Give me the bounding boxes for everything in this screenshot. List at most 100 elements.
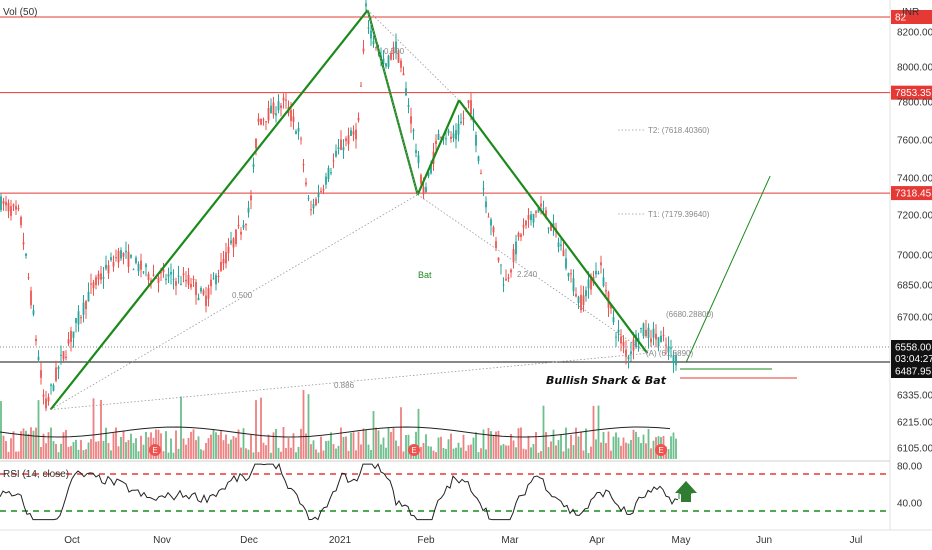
price-tick-label: 6105.00 bbox=[897, 444, 932, 455]
volume-bar bbox=[577, 436, 580, 459]
candle-body bbox=[577, 296, 580, 303]
candle-body bbox=[572, 278, 575, 292]
volume-bar bbox=[445, 448, 447, 459]
pattern-ratio-line bbox=[417, 194, 648, 354]
candle-body bbox=[10, 206, 12, 216]
candle-body bbox=[62, 351, 65, 360]
volume-bar bbox=[25, 430, 27, 459]
candle-body bbox=[445, 138, 447, 140]
volume-bar bbox=[12, 431, 15, 459]
candle-body bbox=[490, 219, 492, 226]
candle-body bbox=[105, 264, 107, 269]
candle-body bbox=[430, 164, 432, 174]
volume-bar bbox=[120, 436, 122, 459]
candle-body bbox=[0, 196, 2, 211]
currency-label: INR bbox=[902, 7, 919, 18]
volume-bar bbox=[450, 433, 452, 459]
volume-bar bbox=[635, 431, 637, 459]
candle-body bbox=[222, 258, 225, 264]
candle-body bbox=[525, 220, 527, 226]
volume-bar bbox=[317, 452, 320, 459]
candle-body bbox=[450, 136, 452, 139]
volume-bar bbox=[335, 448, 337, 459]
volume-bar bbox=[427, 446, 430, 459]
candle-body bbox=[187, 274, 190, 285]
candle-body bbox=[225, 252, 227, 264]
volume-bar bbox=[185, 444, 187, 459]
volume-bar bbox=[92, 398, 95, 459]
volume-bar bbox=[597, 405, 600, 459]
candle-body bbox=[435, 140, 437, 145]
candle-body bbox=[467, 100, 470, 104]
candle-body bbox=[492, 227, 495, 233]
candle-body bbox=[422, 186, 425, 195]
volume-bar bbox=[420, 446, 422, 459]
volume-bar bbox=[67, 446, 70, 459]
volume-bar bbox=[532, 444, 535, 459]
candle-body bbox=[227, 246, 230, 254]
volume-bar bbox=[550, 441, 552, 459]
harmonic-pattern[interactable]: 0.500 0.500 0.886 2.240 T2: (7618.40360) T1: … bbox=[49, 9, 797, 411]
candle-body bbox=[162, 269, 165, 273]
candle-body bbox=[7, 202, 10, 212]
volume-bar bbox=[320, 436, 322, 459]
candle-body bbox=[185, 279, 187, 282]
volume-bar bbox=[210, 434, 212, 459]
candle-body bbox=[205, 295, 207, 307]
candle-body bbox=[337, 147, 340, 150]
volume-bar bbox=[310, 444, 312, 459]
volume-bar bbox=[667, 449, 670, 459]
volume-bar bbox=[247, 449, 250, 459]
volume-bar bbox=[405, 434, 407, 459]
candle-body bbox=[417, 155, 420, 164]
volume-bar bbox=[280, 451, 282, 459]
volume-bar bbox=[595, 439, 597, 459]
volume-bar bbox=[582, 450, 585, 459]
candle-body bbox=[632, 339, 635, 351]
volume-bar bbox=[402, 451, 405, 459]
volume-bar bbox=[422, 442, 425, 459]
volume-indicator-label[interactable]: Vol (50) bbox=[3, 7, 37, 18]
candle-body bbox=[512, 249, 515, 263]
candle-body bbox=[460, 121, 462, 124]
volume-bar bbox=[672, 432, 675, 459]
candle-body bbox=[580, 294, 582, 311]
candle-body bbox=[347, 135, 350, 145]
volume-bar bbox=[487, 428, 490, 459]
candle-body bbox=[620, 336, 622, 344]
volume-bar bbox=[175, 430, 177, 459]
volume-bar bbox=[137, 451, 140, 459]
price-tick-label: 6335.00 bbox=[897, 391, 932, 402]
volume-bar bbox=[147, 437, 150, 459]
candle-body bbox=[665, 344, 667, 346]
price-tick-label: 8200.00 bbox=[897, 28, 932, 39]
volume-bar bbox=[72, 442, 75, 459]
volume-bar bbox=[345, 436, 347, 459]
volume-bar bbox=[375, 427, 377, 459]
volume-bar bbox=[570, 434, 572, 459]
ratio-label: 0.886 bbox=[334, 381, 355, 390]
candle-body bbox=[237, 224, 240, 227]
volume-bar bbox=[377, 430, 380, 459]
pattern-ratio-line bbox=[50, 194, 418, 410]
volume-bar bbox=[515, 447, 517, 459]
time-tick-label: Feb bbox=[417, 535, 435, 546]
volume-bar bbox=[340, 427, 342, 459]
candle-body bbox=[67, 339, 70, 344]
volume-bar bbox=[477, 452, 480, 459]
volume-bar bbox=[165, 431, 167, 459]
rsi-indicator-label[interactable]: RSI (14, close) bbox=[3, 469, 69, 480]
candle-body bbox=[175, 281, 177, 286]
candle-body bbox=[670, 347, 672, 349]
candle-body bbox=[75, 318, 77, 323]
earnings-marker-label: E bbox=[411, 446, 416, 455]
candle-body bbox=[392, 47, 395, 54]
candle-body bbox=[202, 290, 205, 295]
volume-bar bbox=[507, 445, 510, 459]
volume-bar bbox=[430, 446, 432, 459]
volume-bar bbox=[15, 451, 17, 459]
volume-bar bbox=[607, 431, 610, 459]
